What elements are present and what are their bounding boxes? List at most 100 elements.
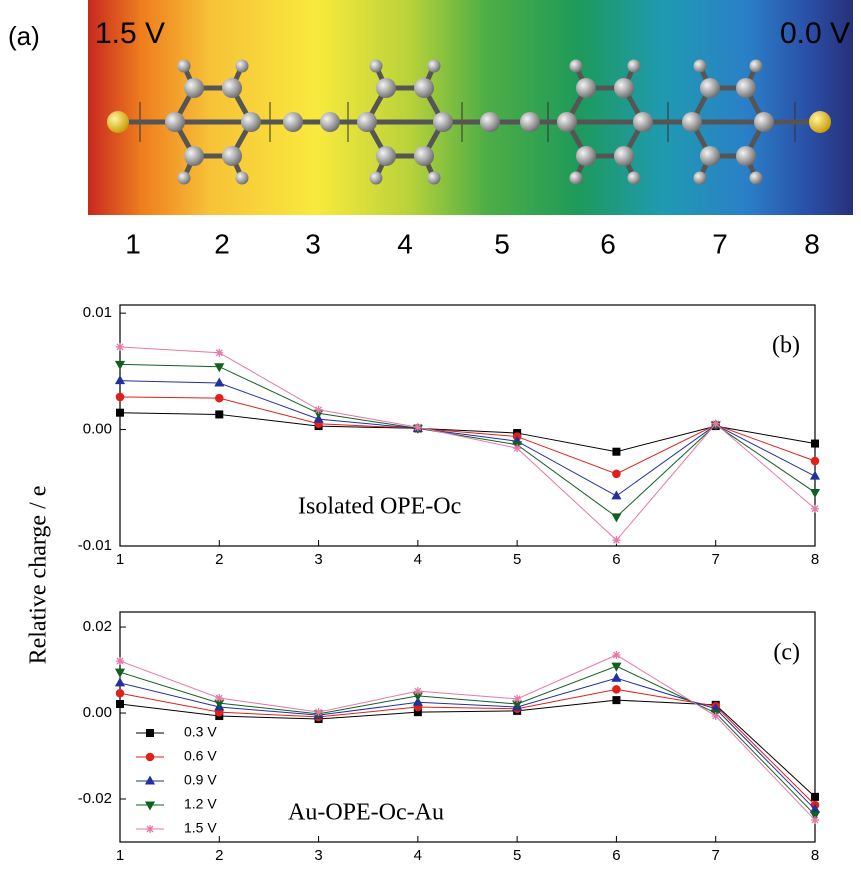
legend-label: 1.5 V xyxy=(184,820,217,836)
carbon-atom xyxy=(576,146,596,166)
marker xyxy=(115,392,125,402)
hydrogen-atom xyxy=(749,171,763,185)
carbon-atom xyxy=(480,112,500,132)
marker xyxy=(809,488,821,498)
position-label: 6 xyxy=(600,228,616,259)
y-tick-label: 0.00 xyxy=(83,704,112,721)
position-label: 4 xyxy=(397,228,413,259)
marker xyxy=(214,363,225,373)
hydrogen-atom xyxy=(235,59,249,73)
legend-marker xyxy=(145,752,155,762)
carbon-atom xyxy=(222,146,242,166)
x-tick-label: 2 xyxy=(215,847,223,864)
carbon-atom xyxy=(376,78,396,98)
x-tick-label: 2 xyxy=(215,551,223,568)
hydrogen-atom xyxy=(569,59,583,73)
marker xyxy=(810,456,820,466)
carbon-atom xyxy=(222,78,242,98)
x-tick-label: 8 xyxy=(811,847,819,864)
series-line xyxy=(119,380,816,497)
carbon-atom xyxy=(754,112,774,132)
legend-label: 0.3 V xyxy=(184,724,217,740)
marker xyxy=(214,377,225,387)
carbon-atom xyxy=(184,78,204,98)
marker xyxy=(711,419,720,428)
marker xyxy=(611,672,622,682)
legend-marker xyxy=(144,801,156,811)
position-label: 7 xyxy=(712,228,728,259)
y-tick-label: -0.01 xyxy=(78,537,112,554)
carbon-atom xyxy=(165,112,185,132)
carbon-atom xyxy=(700,78,720,98)
x-tick-label: 3 xyxy=(314,551,322,568)
gold-atom xyxy=(809,111,831,133)
carbon-atom xyxy=(614,78,634,98)
series-line xyxy=(119,363,816,518)
carbon-atom xyxy=(357,112,377,132)
marker xyxy=(214,393,224,403)
position-label: 2 xyxy=(214,228,230,259)
legend-marker xyxy=(146,729,154,737)
series-line xyxy=(119,665,816,816)
marker xyxy=(314,708,323,717)
legend-label: 1.2 V xyxy=(184,796,217,812)
marker xyxy=(116,342,124,351)
marker xyxy=(612,447,621,456)
legend-label: 0.6 V xyxy=(184,748,217,764)
x-tick-label: 3 xyxy=(314,847,322,864)
potential-map xyxy=(88,0,853,215)
marker xyxy=(114,360,126,370)
hydrogen-atom xyxy=(749,59,763,73)
series-line xyxy=(119,654,816,821)
legend-marker xyxy=(146,825,154,833)
marker xyxy=(612,696,621,705)
marker xyxy=(314,405,323,414)
x-tick-label: 4 xyxy=(414,551,422,568)
carbon-atom xyxy=(700,146,720,166)
y-tick-label: -0.02 xyxy=(78,790,112,807)
hydrogen-atom xyxy=(427,171,441,185)
voltage-label: 0.0 V xyxy=(780,17,850,50)
carbon-atom xyxy=(376,146,396,166)
series-line xyxy=(119,396,816,475)
marker xyxy=(114,668,126,678)
marker xyxy=(215,693,224,702)
marker xyxy=(513,694,522,703)
hydrogen-atom xyxy=(693,171,707,185)
carbon-atom xyxy=(414,78,434,98)
marker xyxy=(115,688,125,698)
carbon-atom xyxy=(184,146,204,166)
x-tick-label: 6 xyxy=(612,551,620,568)
plot-frame xyxy=(119,304,816,547)
carbon-atom xyxy=(241,112,261,132)
x-tick-label: 1 xyxy=(116,551,124,568)
carbon-atom xyxy=(414,146,434,166)
marker xyxy=(513,444,522,453)
marker xyxy=(215,410,224,419)
carbon-atom xyxy=(682,112,702,132)
carbon-atom xyxy=(320,112,340,132)
marker xyxy=(114,677,126,687)
position-label: 5 xyxy=(494,228,510,259)
x-tick-label: 6 xyxy=(612,847,620,864)
series-line xyxy=(119,346,816,541)
legend-marker xyxy=(144,775,156,785)
marker xyxy=(413,687,422,696)
marker xyxy=(612,685,621,694)
position-label: 3 xyxy=(305,228,321,259)
hydrogen-atom xyxy=(369,171,383,185)
panel-label: (b) xyxy=(772,333,800,359)
series-line xyxy=(119,412,816,453)
carbon-atom xyxy=(736,78,756,98)
marker xyxy=(612,650,621,659)
marker xyxy=(412,696,423,706)
panel-label: (a) xyxy=(8,21,40,51)
marker xyxy=(612,536,621,545)
carbon-atom xyxy=(614,146,634,166)
carbon-atom xyxy=(433,112,453,132)
plot-frame xyxy=(119,611,816,843)
carbon-atom xyxy=(520,112,540,132)
x-tick-label: 7 xyxy=(712,551,720,568)
carbon-atom xyxy=(576,78,596,98)
